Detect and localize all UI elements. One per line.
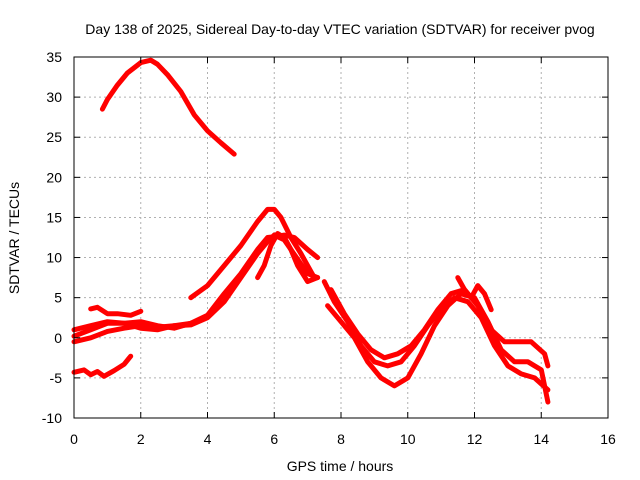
x-tick-label: 16 — [600, 431, 616, 447]
y-tick-label: 0 — [54, 330, 62, 346]
series-arc-2 — [71, 353, 134, 379]
x-tick-label: 2 — [137, 431, 145, 447]
y-tick-label: 15 — [46, 209, 62, 225]
x-tick-label: 6 — [270, 431, 278, 447]
x-tick-label: 4 — [204, 431, 212, 447]
y-tick-label: 25 — [46, 129, 62, 145]
chart-title: Day 138 of 2025, Sidereal Day-to-day VTE… — [85, 21, 594, 37]
y-tick-label: 10 — [46, 250, 62, 266]
series-arc-10 — [325, 291, 551, 405]
series-arc-12 — [455, 275, 494, 313]
y-tick-label: -5 — [50, 370, 63, 386]
x-axis-label: GPS time / hours — [287, 458, 394, 474]
series-arc-6 — [71, 232, 321, 333]
y-axis-label: SDTVAR / TECUs — [6, 182, 22, 294]
y-tick-labels: -10 -5 0 5 10 15 20 25 30 35 — [42, 49, 62, 426]
y-tick-label: 20 — [46, 169, 62, 185]
series-layer — [71, 57, 551, 405]
y-tick-label: -10 — [42, 410, 62, 426]
x-tick-label: 0 — [70, 431, 78, 447]
grid-lines — [74, 57, 608, 418]
series-arc-8 — [255, 231, 321, 285]
y-tick-label: 30 — [46, 89, 62, 105]
series-arc-11 — [328, 287, 551, 369]
axis-ticks — [73, 56, 609, 419]
y-tick-label: 35 — [46, 49, 62, 65]
x-tick-label: 8 — [337, 431, 345, 447]
x-tick-labels: 0 2 4 6 8 10 12 14 16 — [70, 431, 616, 447]
series-arc-7 — [188, 206, 317, 301]
series-arc-1 — [99, 57, 237, 157]
y-tick-label: 5 — [54, 290, 62, 306]
x-tick-label: 10 — [400, 431, 416, 447]
x-tick-label: 12 — [467, 431, 483, 447]
series-arc-3 — [88, 304, 144, 318]
x-tick-label: 14 — [533, 431, 549, 447]
